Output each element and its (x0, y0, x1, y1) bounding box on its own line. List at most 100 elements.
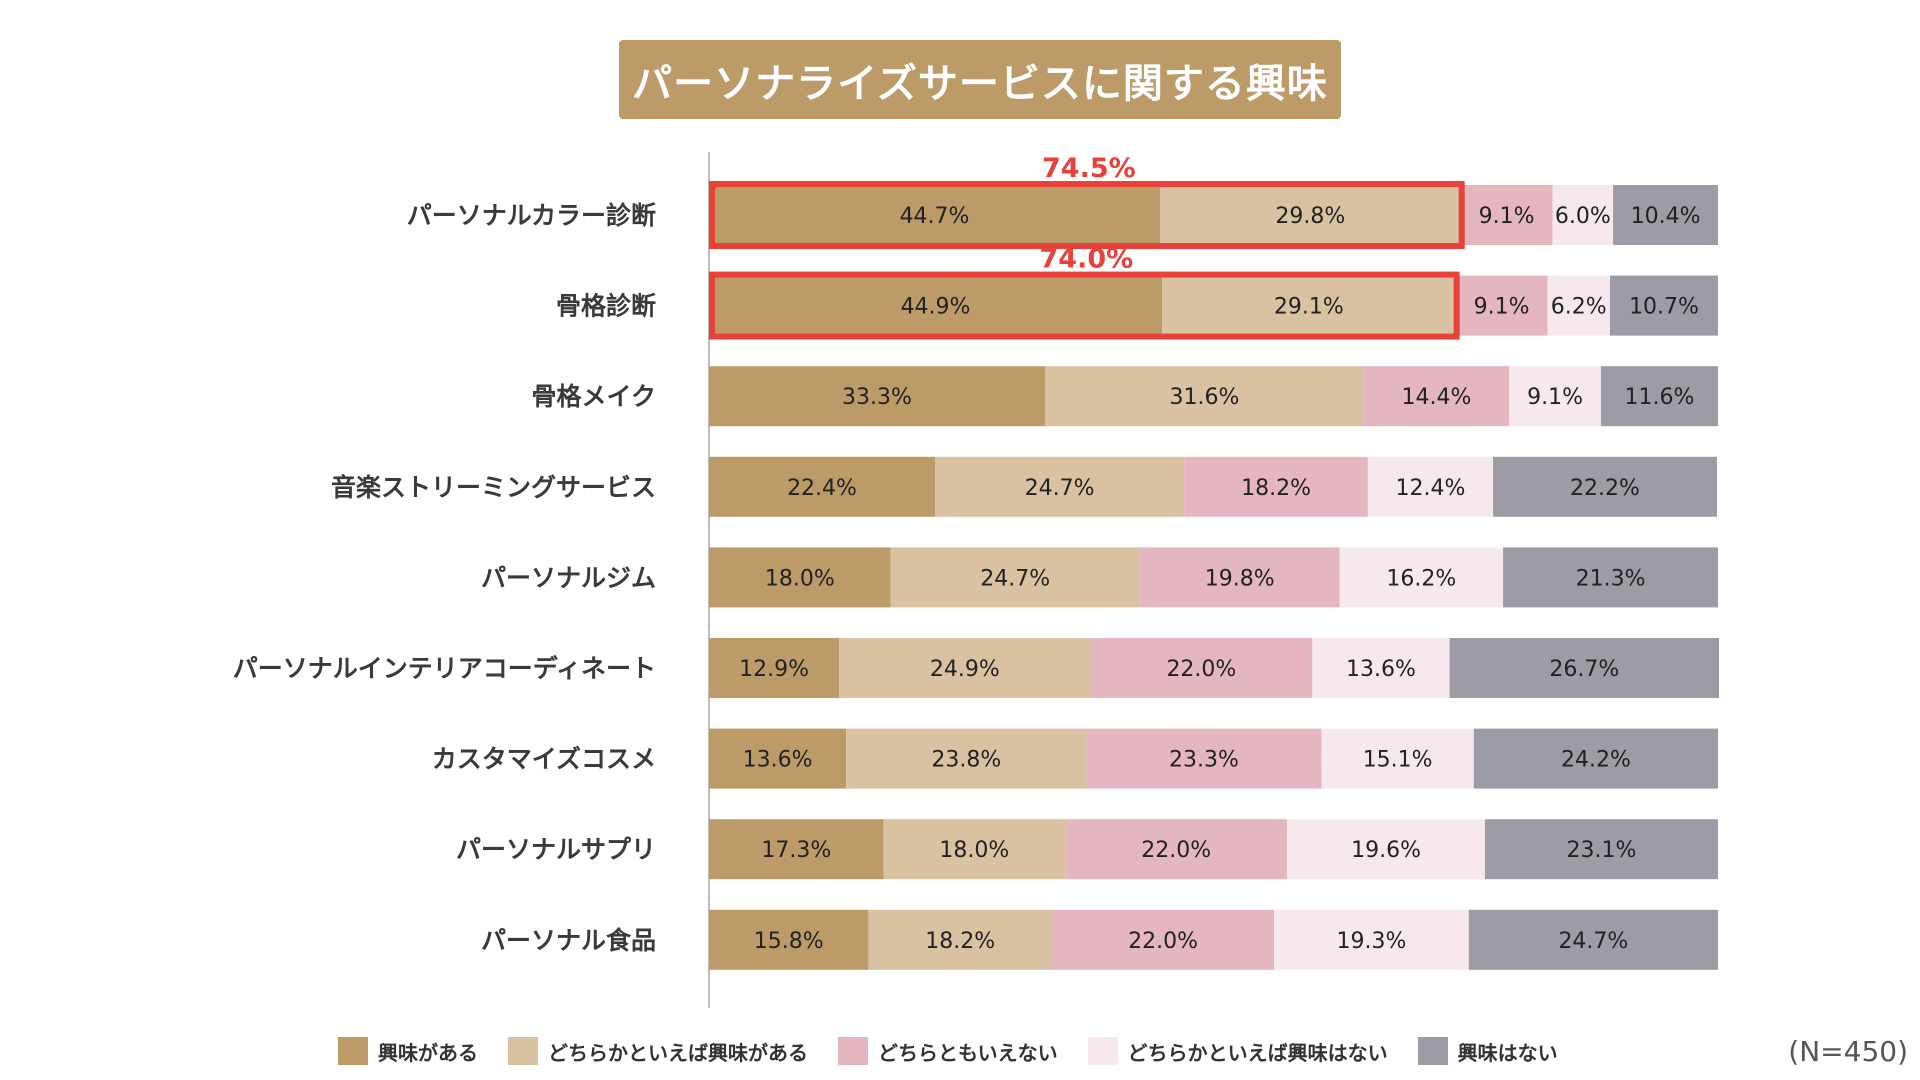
bar-segment (709, 547, 891, 608)
bar-value-label: 24.9% (930, 657, 1000, 682)
bar-value-label: 9.1% (1474, 295, 1530, 320)
category-label: カスタマイズコスメ (432, 745, 656, 774)
bar-value-label: 24.7% (1558, 929, 1628, 954)
bar-value-label: 15.1% (1363, 748, 1433, 773)
bar-value-label: 29.1% (1274, 295, 1344, 320)
bar-segment (935, 456, 1185, 517)
bar-segment (1086, 728, 1322, 789)
bar-segment (1600, 366, 1718, 427)
bar-value-label: 19.8% (1205, 566, 1275, 591)
bar-value-label: 6.2% (1551, 295, 1607, 320)
category-label: パーソナル食品 (481, 926, 656, 955)
bar-value-label: 23.1% (1567, 838, 1637, 863)
bar-value-label: 22.0% (1128, 929, 1198, 954)
legend-label: どちらかといえば興味がある (548, 1040, 808, 1065)
bar-segment (709, 456, 936, 517)
bar-segment (709, 728, 847, 789)
bar-value-label: 9.1% (1479, 204, 1535, 229)
bar-segment (1484, 819, 1718, 880)
bar-row: 骨格診断 44.9% 29.1% 9.1% 6.2% 10.7% (556, 275, 1718, 336)
bar-segment (1460, 185, 1553, 245)
bar-value-label: 17.3% (761, 838, 831, 863)
legend-item: 興味はない (1417, 1037, 1558, 1066)
bar-value-label: 12.9% (739, 657, 809, 682)
legend-swatch (338, 1037, 368, 1065)
bar-value-label: 18.2% (1241, 476, 1311, 501)
bar-value-label: 12.4% (1395, 476, 1465, 501)
sample-size-note: (N=450) (1788, 1035, 1908, 1068)
bar-segment (709, 366, 1045, 427)
bar-row: パーソナルカラー診断 44.7% 29.8% 9.1% 6.0% 10.4% (407, 185, 1718, 245)
bar-segment (1492, 456, 1717, 517)
bar-segment (1184, 456, 1368, 517)
legend: 興味がある どちらかといえば興味がある どちらともいえない どちらかといえば興味はない… (338, 1036, 1588, 1066)
bar-segment (709, 185, 1161, 245)
bar-segment (890, 547, 1140, 608)
bar-value-label: 19.3% (1336, 929, 1406, 954)
bar-row: パーソナルサプリ 17.3% 18.0% 22.0% 19.6% 23.1% (456, 819, 1718, 880)
bar-value-label: 24.2% (1561, 748, 1631, 773)
bar-value-label: 18.2% (925, 929, 995, 954)
stacked-bar-chart: パーソナルカラー診断 44.7% 29.8% 9.1% 6.0% 10.4% 骨格診断 44.… (233, 152, 1720, 1008)
legend-item: 興味がある (338, 1037, 478, 1066)
legend-item: どちらかといえば興味はない (1087, 1037, 1388, 1066)
bar-segment (1321, 728, 1474, 789)
bar-segment (1455, 275, 1548, 336)
category-label: パーソナルサプリ (456, 835, 656, 864)
bar-segment (1274, 909, 1469, 970)
bar-value-label: 22.0% (1166, 657, 1236, 682)
bar-segment (868, 909, 1053, 970)
bar-value-label: 22.2% (1570, 476, 1640, 501)
bar-segment (709, 819, 884, 880)
legend-label: 興味はない (1457, 1040, 1558, 1065)
bar-value-label: 22.4% (787, 476, 857, 501)
bar-segment (1509, 366, 1601, 427)
bar-value-label: 23.8% (931, 748, 1001, 773)
legend-label: どちらともいえない (878, 1040, 1058, 1065)
chart-title: パーソナライズサービスに関する興味 (632, 60, 1328, 107)
bar-segment (1052, 909, 1275, 970)
bar-segment (709, 638, 840, 698)
bar-value-label: 44.9% (901, 295, 971, 320)
bar-value-label: 16.2% (1386, 566, 1456, 591)
bar-segment (1139, 547, 1340, 608)
bar-segment (1044, 366, 1364, 427)
bar-value-label: 44.7% (900, 204, 970, 229)
bar-segment (1468, 909, 1718, 970)
highlight-total-label: 74.5% (1042, 153, 1136, 184)
category-label: パーソナルジム (481, 563, 656, 592)
bar-segment (1449, 638, 1720, 698)
legend-item: どちらともいえない (838, 1037, 1058, 1066)
bar-segment (1339, 547, 1504, 608)
bar-value-label: 21.3% (1576, 566, 1646, 591)
bar-segment (846, 728, 1087, 789)
bar-value-label: 13.6% (743, 748, 813, 773)
category-label: パーソナルインテリアコーディネート (233, 654, 656, 683)
legend-swatch (1417, 1037, 1448, 1065)
bar-value-label: 13.6% (1346, 657, 1416, 682)
bar-row: パーソナル食品 15.8% 18.2% 22.0% 19.3% 24.7% (481, 909, 1718, 970)
category-label: 骨格メイク (531, 382, 656, 411)
legend-item: どちらかといえば興味がある (508, 1037, 808, 1066)
legend-label: どちらかといえば興味はない (1127, 1040, 1388, 1065)
bar-segment (1367, 456, 1493, 517)
bar-value-label: 24.7% (1025, 476, 1095, 501)
category-label: 骨格診断 (556, 292, 656, 321)
bar-row: 音楽ストリーミングサービス 22.4% 24.7% 18.2% 12.4% 22.2% (331, 456, 1717, 517)
bar-value-label: 22.0% (1141, 838, 1211, 863)
bar-segment (883, 819, 1066, 880)
bar-value-label: 23.3% (1169, 748, 1239, 773)
bar-segment (1547, 275, 1611, 336)
bar-value-label: 6.0% (1555, 204, 1611, 229)
bar-segment (709, 909, 869, 970)
bar-segment (709, 275, 1163, 336)
bar-value-label: 31.6% (1169, 385, 1239, 410)
legend-label: 興味がある (378, 1040, 478, 1065)
legend-swatch (1087, 1037, 1118, 1065)
bar-segment (1162, 275, 1456, 336)
category-label: 音楽ストリーミングサービス (331, 473, 656, 502)
bar-value-label: 9.1% (1527, 385, 1583, 410)
bar-value-label: 33.3% (842, 385, 912, 410)
highlight-box (709, 271, 1460, 340)
bar-value-label: 15.8% (754, 929, 824, 954)
